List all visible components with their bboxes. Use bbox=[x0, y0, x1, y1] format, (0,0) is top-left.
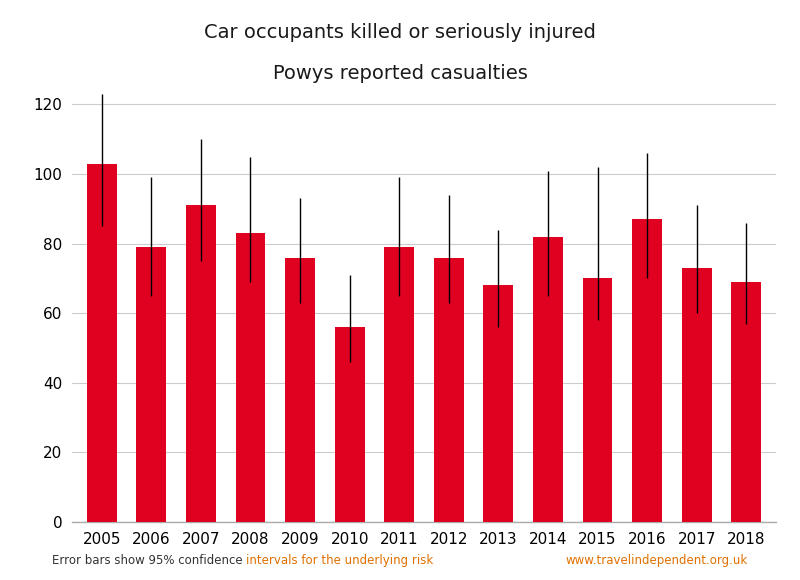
Bar bbox=[236, 233, 266, 522]
Bar bbox=[285, 258, 315, 522]
Bar bbox=[384, 247, 414, 522]
Text: intervals for the underlying risk: intervals for the underlying risk bbox=[246, 554, 434, 567]
Text: Car occupants killed or seriously injured: Car occupants killed or seriously injure… bbox=[204, 23, 596, 42]
Bar bbox=[682, 268, 711, 522]
Bar bbox=[632, 219, 662, 522]
Bar bbox=[186, 205, 216, 522]
Bar bbox=[533, 237, 563, 522]
Bar bbox=[137, 247, 166, 522]
Text: www.travelindependent.org.uk: www.travelindependent.org.uk bbox=[566, 554, 748, 567]
Bar bbox=[483, 285, 514, 522]
Text: Powys reported casualties: Powys reported casualties bbox=[273, 64, 527, 83]
Bar bbox=[334, 327, 365, 522]
Bar bbox=[434, 258, 464, 522]
Bar bbox=[731, 282, 761, 522]
Bar bbox=[582, 278, 612, 522]
Text: Error bars show 95% confidence: Error bars show 95% confidence bbox=[52, 554, 246, 567]
Bar bbox=[87, 164, 117, 522]
